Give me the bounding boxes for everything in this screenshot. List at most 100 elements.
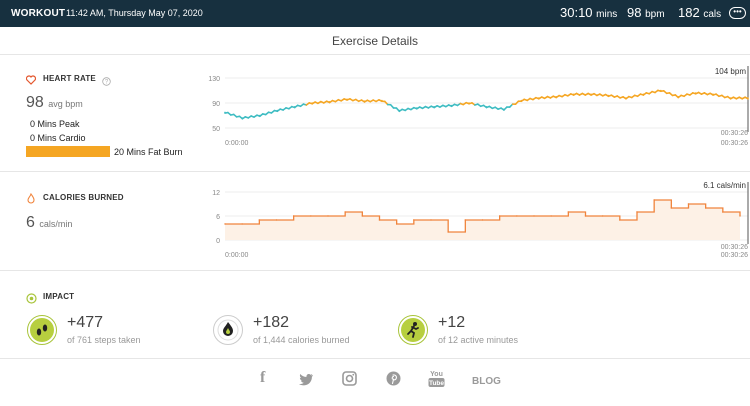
y-tick-label: 50: [212, 126, 220, 133]
divider: [0, 358, 750, 359]
ellipsis-icon[interactable]: •••: [729, 7, 746, 19]
x-end-label-top: 00:30:26: [721, 130, 748, 137]
calories-series: [224, 199, 741, 240]
heart-rate-point: [468, 102, 470, 104]
calories-point: [395, 223, 398, 225]
heart-rate-point: [259, 114, 261, 117]
avg-bpm-value: 98 avg bpm: [26, 94, 83, 111]
calories-point: [275, 219, 278, 221]
x-start-label: 0:00:00: [225, 252, 248, 259]
heart-rate-point: [590, 93, 592, 96]
calories-point: [378, 219, 381, 221]
instagram-icon[interactable]: [342, 371, 357, 391]
calories-point: [241, 223, 243, 225]
calories-point: [653, 199, 655, 201]
heart-rate-point: [729, 97, 732, 99]
calories-point: [310, 215, 312, 217]
heart-rate-point: [503, 108, 505, 111]
calories-point: [619, 219, 621, 221]
heart-rate-point: [450, 104, 453, 107]
workout-datetime: 11:42 AM, Thursday May 07, 2020: [66, 8, 203, 18]
impact-active-sub: of 12 active minutes: [438, 335, 519, 345]
bpm-stat: 98 bpm: [627, 5, 665, 20]
heart-rate-point: [241, 117, 244, 119]
y-tick-label: 90: [212, 101, 220, 108]
fat-burn-zone: 20 Mins Fat Burn: [114, 147, 183, 157]
calories-point: [636, 211, 638, 213]
heart-rate-label: HEART RATE: [43, 74, 96, 83]
calories-point: [447, 231, 449, 233]
divider: [0, 270, 750, 271]
calories-point: [413, 219, 415, 221]
calories-point: [344, 211, 346, 213]
twitter-icon[interactable]: [298, 373, 314, 391]
calories-point: [327, 215, 329, 217]
heart-rate-point: [381, 99, 383, 102]
pinterest-icon[interactable]: [386, 371, 401, 391]
x-start-label: 0:00:00: [225, 140, 248, 147]
calories-label: CALORIES BURNED: [43, 193, 124, 202]
impact-calories-badge: [213, 315, 243, 345]
y-tick-label: 130: [208, 76, 220, 83]
calories-point: [722, 211, 724, 213]
heart-rate-point: [660, 89, 662, 92]
youtube-icon[interactable]: You Tube: [428, 369, 445, 394]
calories-point: [258, 219, 261, 221]
heart-rate-point: [433, 105, 435, 108]
calories-line: [225, 199, 741, 233]
current-value-label: 104 bpm: [715, 67, 746, 76]
calories-point: [601, 215, 604, 217]
calories-point: [739, 215, 741, 217]
peak-zone: 0 Mins Peak: [30, 119, 80, 129]
calories-point: [361, 215, 364, 217]
y-tick-label: 0: [216, 238, 220, 245]
heart-rate-point: [712, 93, 714, 96]
heart-rate-series: [224, 89, 749, 120]
heart-rate-point: [346, 98, 348, 101]
calories-point: [292, 215, 295, 217]
y-tick-label: 6: [216, 214, 220, 221]
calories-rate-value: 6 cals/min: [26, 214, 73, 231]
y-tick-label: 12: [212, 190, 220, 197]
calories-point: [430, 219, 432, 221]
calories-point: [464, 219, 467, 221]
heart-rate-point: [677, 95, 680, 98]
svg-text:You: You: [430, 371, 443, 378]
footsteps-icon: [30, 318, 54, 342]
heart-rate-point: [572, 93, 575, 96]
running-person-icon: [401, 318, 425, 342]
heart-rate-point: [642, 93, 645, 96]
calories-point: [498, 215, 501, 217]
calories-stat: 182 cals: [678, 5, 722, 20]
heart-rate-point: [520, 99, 523, 102]
calories-point: [481, 219, 484, 221]
heart-rate-point: [694, 92, 697, 94]
heart-rate-point: [311, 102, 313, 104]
impact-steps-value: +477: [67, 314, 104, 331]
svg-text:?: ?: [105, 80, 109, 86]
x-end-label-top: 00:30:26: [721, 244, 748, 251]
page-title: Exercise Details: [331, 34, 419, 48]
heart-rate-point: [293, 105, 296, 108]
calories-point: [567, 211, 570, 213]
calories-point: [670, 207, 673, 209]
heart-rate-point: [415, 107, 418, 109]
heart-rate-point: [538, 97, 540, 99]
blog-link[interactable]: BLOG: [472, 376, 501, 387]
heart-rate-chart: 130 90 50 0:00:00 00:30:26 00:30:26 104 …: [208, 66, 749, 147]
calories-point: [687, 203, 690, 205]
impact-calories-sub: of 1,444 calories burned: [253, 335, 350, 345]
impact-calories-value: +182: [253, 314, 290, 331]
flame-icon: [26, 191, 36, 209]
top-bar: WORKOUT 11:42 AM, Thursday May 07, 2020 …: [0, 0, 750, 27]
divider: [0, 171, 750, 172]
fat-burn-bar: [26, 146, 110, 157]
duration-stat: 30:10 mins: [560, 5, 618, 20]
heart-rate-point: [398, 109, 401, 112]
question-icon[interactable]: ?: [102, 73, 111, 91]
heart-rate-point: [224, 111, 226, 114]
heart-rate-point: [747, 97, 749, 99]
heart-icon: [25, 72, 37, 90]
calories-point: [584, 215, 587, 217]
facebook-icon[interactable]: f: [260, 369, 266, 386]
